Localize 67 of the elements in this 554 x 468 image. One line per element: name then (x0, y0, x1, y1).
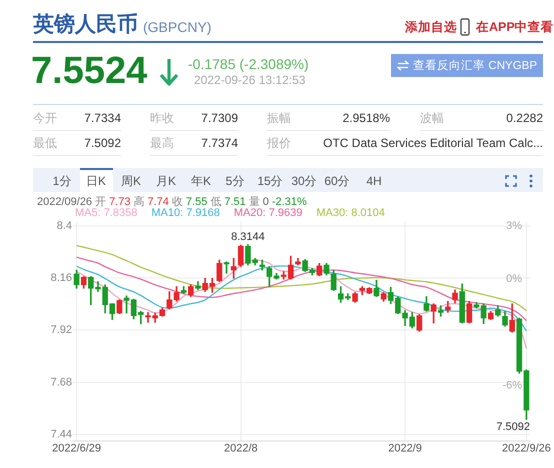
text: 报价 (267, 136, 291, 150)
text: 1分 (52, 174, 72, 188)
text: MA5: 7.8358 (75, 207, 138, 220)
text: 开 (95, 196, 106, 208)
text: 7.7334 (84, 110, 121, 126)
y-tick-label: 7.92 (50, 324, 72, 336)
text: 7.74 (147, 196, 169, 208)
x-tick-label: 2022/9 (388, 442, 422, 455)
text: 最低 (33, 136, 57, 150)
y2-tick-label: -6% (502, 379, 522, 392)
text: 7.5524 (31, 49, 148, 94)
text: 0 (262, 196, 269, 208)
x-tick-label: 2022/8 (224, 442, 258, 455)
chart-title: 英镑人民币 (33, 12, 138, 38)
text: 2.9518% (342, 110, 390, 126)
text: MA20: 7.9639 (234, 207, 302, 220)
text: 查看反向汇率 CNYGBP (413, 58, 537, 72)
text: 日K (86, 174, 106, 188)
text: 最高 (150, 136, 174, 150)
text: 7.73 (109, 196, 130, 208)
text: 2022/09/26 (37, 196, 92, 208)
text: 5分 (226, 174, 244, 188)
text: 昨收 (150, 110, 174, 126)
text: 波幅 (420, 110, 444, 126)
text: 低 (210, 196, 222, 208)
text: 高 (133, 196, 144, 208)
text: 15分 (257, 174, 283, 188)
text: MA10: 7.9168 (151, 207, 220, 220)
text: 收 (172, 196, 183, 208)
line-series (76, 244, 528, 312)
y-tick-label: 7.44 (50, 428, 72, 441)
annotation: 7.5092 (496, 420, 530, 433)
text: 在APP中查看 (476, 20, 554, 34)
line-series (76, 256, 528, 322)
text: 7.7374 (201, 136, 238, 150)
x-tick-label: 2022/6/29 (52, 442, 102, 455)
y2-tick-label: 3% (506, 220, 522, 232)
text: 2022-09-26 13:12:53 (194, 72, 306, 88)
x-tick-label: 2022/9/26 (502, 442, 551, 455)
text: 量 (248, 196, 260, 208)
text: 7.51 (224, 196, 246, 208)
y-tick-label: 8.16 (50, 272, 72, 284)
y-tick-label: 8.4 (56, 220, 72, 232)
text: 60分 (324, 174, 350, 188)
text: 7.5092 (84, 136, 121, 150)
text: 年K (190, 174, 212, 188)
text: -0.1785 (-2.3089%) (188, 56, 309, 72)
candlestick (224, 261, 230, 274)
annotation: 8.3144 (231, 231, 265, 244)
line-series (76, 265, 528, 332)
text: 30分 (291, 174, 317, 188)
text: 月K (156, 174, 176, 188)
text: 4H (366, 174, 382, 188)
text: 7.7309 (201, 110, 238, 126)
text: OTC Data Services Editorial Team Calc... (323, 136, 543, 150)
text: MA30: 8.0104 (316, 207, 385, 220)
line-series (76, 259, 528, 350)
text: 今开 (33, 110, 57, 126)
text: 7.55 (186, 196, 208, 208)
text: 添加自选 (405, 20, 457, 34)
text: 周K (120, 174, 142, 188)
y-tick-label: 7.68 (50, 376, 72, 388)
text: -2.31% (272, 196, 307, 208)
text: 振幅 (267, 110, 291, 126)
chart-subtitle: (GBPCNY) (143, 18, 212, 36)
y2-tick-label: 0% (506, 273, 522, 286)
text: 0.2282 (506, 110, 543, 126)
